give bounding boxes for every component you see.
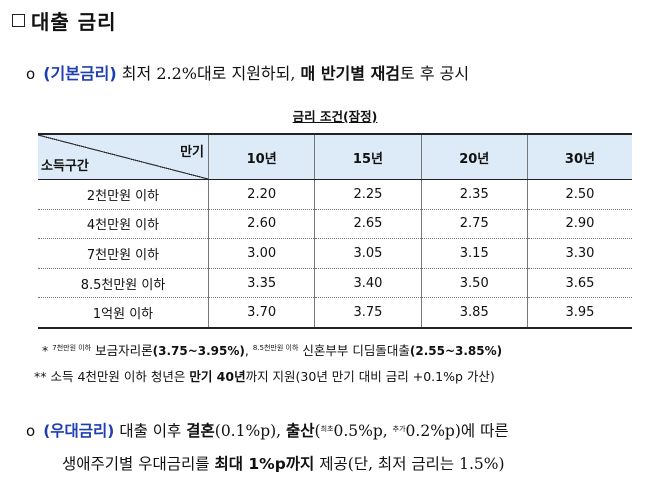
footnote-tiny-2: 8.5천만원 이하 [252,344,299,352]
basic-rate-text: 최저 2.2%대로 지원하되, [116,64,301,83]
pref-line2-text: 생애주기별 우대금리를 [62,455,215,473]
footnote-2-bold: 만기 40년 [189,369,246,384]
pref-text-5: 0.2%p)에 따른 [405,422,509,440]
table-row: 8.5천만원 이하 3.35 3.40 3.50 3.65 [38,268,632,299]
footnote-2-text: 소득 4천만원 이하 청년은 [46,369,190,384]
basic-rate-text-end: 토 후 공시 [400,64,470,83]
rate-cell: 3.30 [526,238,632,269]
basic-rate-label: (기본금리) [43,64,117,83]
row-label: 7천만원 이하 [38,238,209,269]
column-header: 10년 [207,133,315,180]
pref-text-2: (0.1%p), [214,422,287,440]
footnote-range-1: (3.75~3.95%) [152,344,245,358]
preferential-rate-line-1: o (우대금리) 대출 이후 결혼(0.1%p), 출산(최초0.5%p, 추가0… [26,419,509,441]
rate-cell: 2.35 [420,179,528,210]
table-corner-cell: 만기 소득구간 [38,133,209,180]
basic-rate-line: o (기본금리) 최저 2.2%대로 지원하되, 매 반기별 재검토 후 공시 [26,60,469,84]
table-row: 1억원 이하 3.70 3.75 3.85 3.95 [38,297,632,329]
rate-cell: 3.40 [314,268,422,299]
rate-cell: 2.65 [314,209,422,240]
rate-cell: 3.70 [207,297,315,329]
section-heading: 대출 금리 [12,6,117,35]
table-caption: 금리 조건(잠정) [292,109,378,124]
pref-sup-1: 최초 [320,425,334,433]
preferential-rate-line-2: 생애주기별 우대금리를 최대 1%p까지 제공(단, 최저 금리는 1.5%) [62,452,505,474]
footnote-tiny-1: 7천만원 이하 [52,344,92,352]
footnote-2: ** 소득 4천만원 이하 청년은 만기 40년까지 지원(30년 만기 대비 … [34,366,495,385]
rate-cell: 3.15 [420,238,528,269]
row-label: 8.5천만원 이하 [38,268,209,299]
footnote-2-text-end: 까지 지원(30년 만기 대비 금리 +0.1%p 가산) [245,369,495,384]
row-label: 2천만원 이하 [38,179,209,210]
rate-cell: 3.00 [207,238,315,269]
table-row: 7천만원 이하 3.00 3.05 3.15 3.30 [38,238,632,269]
rate-cell: 3.85 [420,297,528,329]
maturity-header: 만기 [180,145,204,160]
section-title: 대출 금리 [31,10,117,34]
footnote-stars: ** [34,369,47,384]
footnote-1: * 7천만원 이하 보금자리론(3.75~3.95%), 8.5천만원 이하 신… [42,340,502,359]
rate-cell: 3.75 [314,297,422,329]
rate-cell: 3.95 [526,297,632,329]
rate-cell: 2.90 [526,209,632,240]
rate-cell: 2.75 [420,209,528,240]
rate-cell: 3.35 [207,268,315,299]
column-header: 15년 [314,133,422,180]
basic-rate-bold: 매 반기별 재검 [300,64,401,83]
pref-line2-text-end: 제공(단, 최저 금리는 1.5%) [314,455,505,473]
table-row: 4천만원 이하 2.60 2.65 2.75 2.90 [38,209,632,240]
pref-marriage: 결혼 [186,422,215,440]
footnote-star: * [42,343,49,358]
pref-text-3: ( [314,422,321,440]
rate-cell: 3.05 [314,238,422,269]
pref-sup-2: 추가 [392,425,406,433]
table-row: 2천만원 이하 2.20 2.25 2.35 2.50 [38,179,632,210]
footnote-text-1: 보금자리론 [91,343,153,358]
income-header: 소득구간 [41,159,89,174]
pref-text-4: 0.5%p, [333,422,393,440]
footnote-range-2: (2.55~3.85%) [409,344,503,358]
rate-cell: 2.60 [207,209,315,240]
rate-cell: 3.50 [420,268,528,299]
circle-bullet-icon: o [26,422,36,440]
rate-cell: 3.65 [526,268,632,299]
checkbox-square-icon [12,14,25,27]
rate-cell: 2.50 [526,179,632,210]
rate-cell: 2.20 [207,179,315,210]
table-header-row: 만기 소득구간 10년 15년 20년 30년 [38,133,632,180]
column-header: 30년 [526,133,632,180]
column-header: 20년 [420,133,528,180]
circle-bullet-icon: o [26,65,36,83]
pref-text-1: 대출 이후 [114,422,187,440]
footnote-text-2: 신혼부부 디딤돌대출 [298,343,410,358]
row-label: 4천만원 이하 [38,209,209,240]
pref-birth: 출산 [286,422,315,440]
pref-line2-bold: 최대 1%p까지 [214,455,315,473]
row-label: 1억원 이하 [38,297,209,329]
rate-table: 만기 소득구간 10년 15년 20년 30년 2천만원 이하 2.20 2.2… [38,133,632,329]
preferential-rate-label: (우대금리) [43,422,115,440]
rate-cell: 2.25 [314,179,422,210]
footnote-comma: , [244,343,249,358]
